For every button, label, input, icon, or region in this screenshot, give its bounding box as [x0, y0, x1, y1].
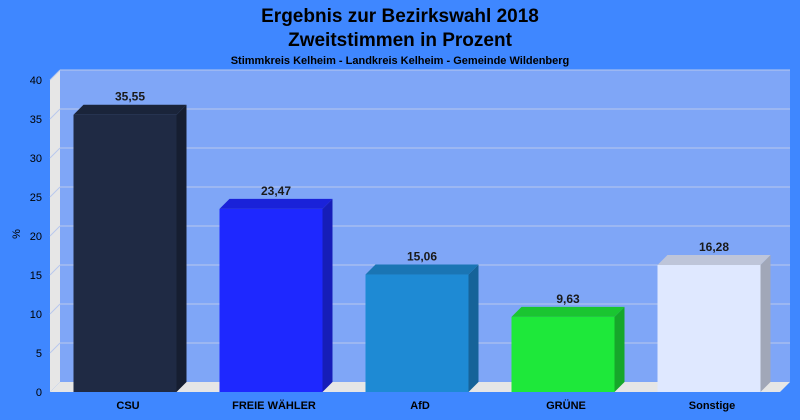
y-tick-label: 35: [30, 114, 42, 126]
chart-title-2: Zweitstimmen in Prozent: [288, 30, 512, 51]
bar: [73, 114, 177, 393]
chart-title: Ergebnis zur Bezirkswahl 2018: [261, 6, 539, 27]
gridline-diag: [49, 69, 61, 81]
y-tick-label: 0: [36, 387, 42, 399]
bar-value-label: 16,28: [699, 240, 729, 254]
y-tick-label: 15: [30, 270, 42, 282]
bar-value-label: 15,06: [407, 250, 437, 264]
bar-value-label: 23,47: [261, 184, 291, 198]
bar-top: [73, 104, 187, 115]
gridline-diag: [49, 186, 61, 198]
x-category-label: AfD: [410, 400, 430, 412]
bar-value-label: 9,63: [556, 292, 580, 306]
bar-top: [365, 264, 479, 275]
plot-area: 0 5 10 15 20 25 30 35 40 35,55 CSU 23,47 FREIE WÄHLE…: [30, 69, 790, 412]
bar-side: [760, 255, 771, 392]
bar: [219, 208, 323, 392]
y-tick-label: 10: [30, 309, 42, 321]
gridline-diag: [49, 225, 61, 237]
y-axis-label: %: [11, 229, 23, 239]
bar-top: [657, 255, 771, 266]
bar: [365, 274, 469, 392]
bar-side: [176, 104, 187, 393]
x-category-label: FREIE WÄHLER: [232, 399, 316, 412]
y-tick-label: 5: [36, 348, 42, 360]
gridline-diag: [49, 342, 61, 354]
y-tick-label: 20: [30, 231, 42, 243]
bar-top: [219, 198, 333, 209]
chart-subtitle: Stimmkreis Kelheim - Landkreis Kelheim -…: [231, 55, 570, 67]
y-tick-label: 25: [30, 192, 42, 204]
bar: [511, 316, 615, 392]
gridline-diag: [49, 108, 61, 120]
x-category-label: CSU: [116, 400, 139, 412]
bar-side: [468, 264, 479, 392]
y-tick-label: 30: [30, 153, 42, 165]
x-category-label: GRÜNE: [546, 399, 586, 412]
bar-side: [614, 306, 625, 392]
gridline-diag: [49, 264, 61, 276]
gridline-diag: [49, 147, 61, 159]
y-tick-label: 40: [30, 75, 42, 87]
x-category-label: Sonstige: [689, 400, 735, 412]
bar-top: [511, 306, 625, 317]
gridline-diag: [49, 303, 61, 315]
bar-side: [322, 198, 333, 392]
bar-value-label: 35,55: [115, 90, 145, 104]
bar: [657, 265, 761, 392]
